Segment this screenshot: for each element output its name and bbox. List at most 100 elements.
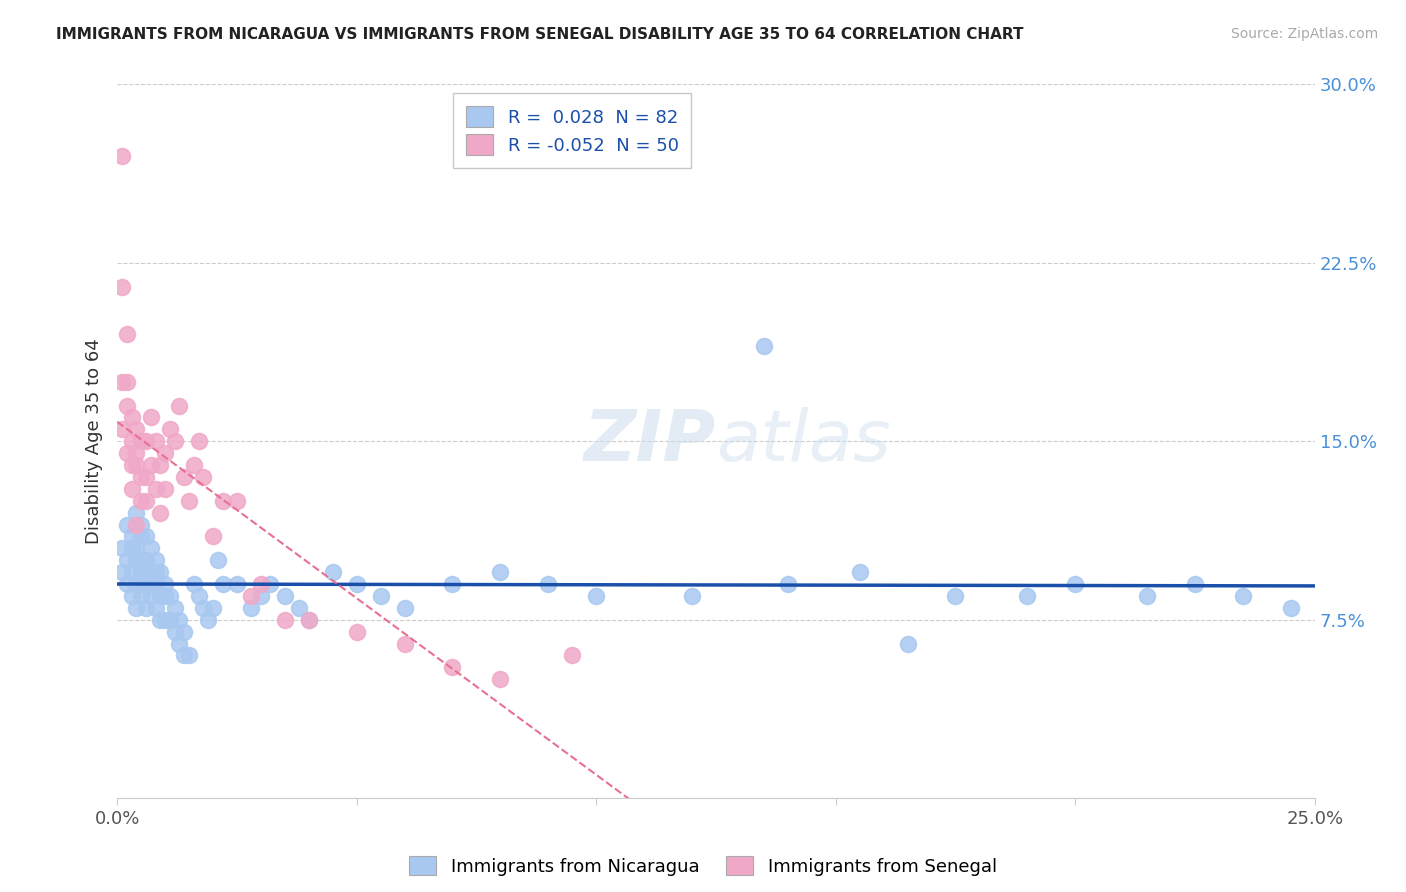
Point <box>135 529 157 543</box>
Point <box>125 446 148 460</box>
Point <box>177 493 200 508</box>
Point <box>169 399 191 413</box>
Point <box>129 517 152 532</box>
Point <box>125 541 148 556</box>
Point <box>226 493 249 508</box>
Point <box>274 613 297 627</box>
Point <box>298 613 321 627</box>
Point <box>139 410 162 425</box>
Point <box>561 648 583 663</box>
Point <box>585 589 607 603</box>
Point <box>489 672 512 686</box>
Point <box>187 589 209 603</box>
Point <box>1064 577 1087 591</box>
Point <box>370 589 392 603</box>
Point <box>115 375 138 389</box>
Point <box>145 482 167 496</box>
Point <box>240 589 263 603</box>
Point <box>111 422 134 436</box>
Point <box>125 506 148 520</box>
Point <box>135 470 157 484</box>
Text: Source: ZipAtlas.com: Source: ZipAtlas.com <box>1230 27 1378 41</box>
Point <box>537 577 560 591</box>
Point <box>139 541 162 556</box>
Point <box>121 482 143 496</box>
Point <box>125 517 148 532</box>
Point <box>1136 589 1159 603</box>
Point <box>115 577 138 591</box>
Point <box>394 600 416 615</box>
Point <box>129 589 152 603</box>
Point <box>145 600 167 615</box>
Point <box>489 565 512 579</box>
Point <box>153 613 176 627</box>
Point <box>149 458 172 472</box>
Point <box>298 613 321 627</box>
Point <box>201 529 224 543</box>
Point <box>177 648 200 663</box>
Point <box>135 434 157 449</box>
Text: atlas: atlas <box>716 407 890 475</box>
Point <box>1279 600 1302 615</box>
Point <box>135 493 157 508</box>
Point <box>259 577 281 591</box>
Point <box>197 613 219 627</box>
Point <box>752 339 775 353</box>
Point <box>226 577 249 591</box>
Point <box>848 565 870 579</box>
Point <box>129 553 152 567</box>
Point <box>153 446 176 460</box>
Text: IMMIGRANTS FROM NICARAGUA VS IMMIGRANTS FROM SENEGAL DISABILITY AGE 35 TO 64 COR: IMMIGRANTS FROM NICARAGUA VS IMMIGRANTS … <box>56 27 1024 42</box>
Point <box>139 565 162 579</box>
Point <box>193 470 215 484</box>
Point <box>153 482 176 496</box>
Point <box>121 541 143 556</box>
Point <box>173 624 195 639</box>
Point <box>129 434 152 449</box>
Point <box>394 636 416 650</box>
Point <box>145 434 167 449</box>
Point <box>135 577 157 591</box>
Point <box>125 422 148 436</box>
Point <box>250 589 273 603</box>
Point <box>145 577 167 591</box>
Y-axis label: Disability Age 35 to 64: Disability Age 35 to 64 <box>86 338 103 544</box>
Point <box>111 541 134 556</box>
Point <box>288 600 311 615</box>
Point <box>121 565 143 579</box>
Point <box>115 517 138 532</box>
Point <box>111 279 134 293</box>
Point <box>441 577 464 591</box>
Point <box>1184 577 1206 591</box>
Point <box>149 506 172 520</box>
Point <box>135 553 157 567</box>
Point <box>250 577 273 591</box>
Legend: Immigrants from Nicaragua, Immigrants from Senegal: Immigrants from Nicaragua, Immigrants fr… <box>402 849 1004 883</box>
Point <box>129 493 152 508</box>
Point <box>115 399 138 413</box>
Point <box>346 624 368 639</box>
Point <box>121 589 143 603</box>
Point <box>187 434 209 449</box>
Point <box>111 149 134 163</box>
Point <box>139 589 162 603</box>
Point <box>129 529 152 543</box>
Point <box>201 600 224 615</box>
Point <box>441 660 464 674</box>
Point <box>125 553 148 567</box>
Point <box>125 600 148 615</box>
Point <box>322 565 344 579</box>
Point <box>139 458 162 472</box>
Point <box>121 410 143 425</box>
Point <box>121 434 143 449</box>
Point <box>163 624 186 639</box>
Point <box>153 577 176 591</box>
Point <box>145 553 167 567</box>
Point <box>169 613 191 627</box>
Point <box>115 446 138 460</box>
Text: ZIP: ZIP <box>583 407 716 475</box>
Point <box>211 577 233 591</box>
Point <box>139 577 162 591</box>
Point <box>163 434 186 449</box>
Point <box>129 565 152 579</box>
